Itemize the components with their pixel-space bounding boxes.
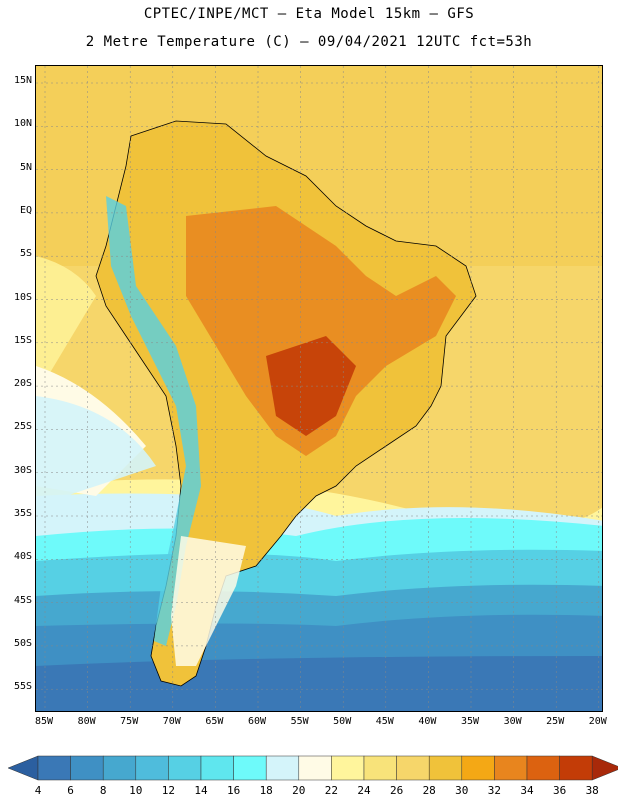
colorbar-label: 8 — [99, 784, 107, 797]
colorbar-label: 10 — [129, 784, 143, 797]
lat-label: 5N — [19, 161, 32, 173]
lat-label: 10S — [13, 291, 32, 303]
colorbar-label: 26 — [389, 784, 404, 797]
colorbar-label: 14 — [194, 784, 208, 797]
temperature-map — [36, 66, 602, 711]
lon-label: 85W — [34, 716, 54, 727]
lon-label: 50W — [333, 716, 352, 727]
chart-title-line1: CPTEC/INPE/MCT – Eta Model 15km – GFS — [143, 6, 475, 22]
colorbar-label: 18 — [259, 784, 273, 797]
lon-label: 80W — [77, 716, 96, 727]
lon-label: 30W — [503, 716, 522, 727]
colorbar-segment — [200, 755, 234, 781]
lat-label: 15N — [13, 75, 32, 86]
colorbar-segment — [494, 755, 528, 781]
colorbar-segment — [428, 755, 463, 781]
colorbar-segment — [559, 755, 593, 781]
lat-label: 55S — [13, 681, 32, 693]
colorbar-label: 22 — [324, 784, 339, 797]
colorbar-label: 38 — [585, 784, 599, 797]
colorbar-segment — [363, 755, 397, 781]
lon-label: 60W — [247, 716, 267, 727]
lat-label: 10N — [13, 118, 32, 130]
colorbar-segment — [331, 755, 365, 781]
map-frame — [35, 65, 603, 712]
colorbar-label: 16 — [226, 784, 241, 797]
lon-label: 70W — [162, 716, 181, 727]
colorbar-label: 32 — [487, 784, 502, 797]
lat-label: 5S — [19, 248, 32, 260]
lon-label: 35W — [460, 716, 480, 727]
lat-label: EQ — [19, 204, 32, 216]
lat-label: 30S — [13, 464, 32, 476]
colorbar-segment — [461, 755, 495, 781]
colorbar-segment — [265, 755, 300, 781]
lat-label: 25S — [13, 421, 32, 433]
lat-label: 40S — [13, 551, 32, 563]
lat-label: 50S — [13, 637, 32, 649]
colorbar-arrow-right — [591, 755, 618, 781]
lat-label: 15S — [13, 334, 32, 346]
colorbar-label: 30 — [455, 784, 469, 797]
colorbar — [7, 755, 618, 781]
colorbar-segment — [233, 755, 267, 781]
colorbar-label: 24 — [357, 784, 371, 797]
colorbar-segment — [135, 755, 169, 781]
colorbar-segment — [298, 755, 332, 781]
interior-hot — [186, 206, 456, 456]
lon-label: 20W — [588, 716, 607, 727]
colorbar-segment — [37, 755, 71, 781]
colorbar-label: 4 — [34, 784, 42, 797]
lon-label: 65W — [205, 716, 224, 727]
chart-title-line2: 2 Metre Temperature (C) – 09/04/2021 12U… — [85, 34, 533, 50]
colorbar-label: 12 — [161, 784, 176, 797]
band-6 — [36, 656, 602, 711]
colorbar-segment — [168, 755, 202, 781]
colorbar-label: 6 — [67, 784, 74, 797]
colorbar-segment — [396, 755, 430, 781]
lat-label: 20S — [13, 378, 32, 390]
lat-label: 35S — [13, 508, 32, 519]
patagonia-cool — [171, 536, 246, 666]
colorbar-label: 28 — [422, 784, 436, 797]
lon-label: 75W — [120, 716, 139, 727]
colorbar-segment — [70, 755, 104, 781]
colorbar-label: 34 — [520, 784, 534, 797]
andes-cold — [106, 196, 201, 646]
colorbar-segment — [526, 755, 560, 781]
lon-label: 40W — [418, 716, 437, 727]
colorbar-arrow-left — [7, 755, 39, 781]
lat-label: 45S — [13, 594, 32, 606]
lon-label: 55W — [290, 716, 309, 727]
colorbar-segment — [102, 755, 137, 781]
colorbar-label: 36 — [552, 784, 567, 797]
lon-label: 25W — [546, 716, 565, 727]
colorbar-label: 20 — [292, 784, 306, 797]
lon-label: 45W — [375, 716, 394, 727]
